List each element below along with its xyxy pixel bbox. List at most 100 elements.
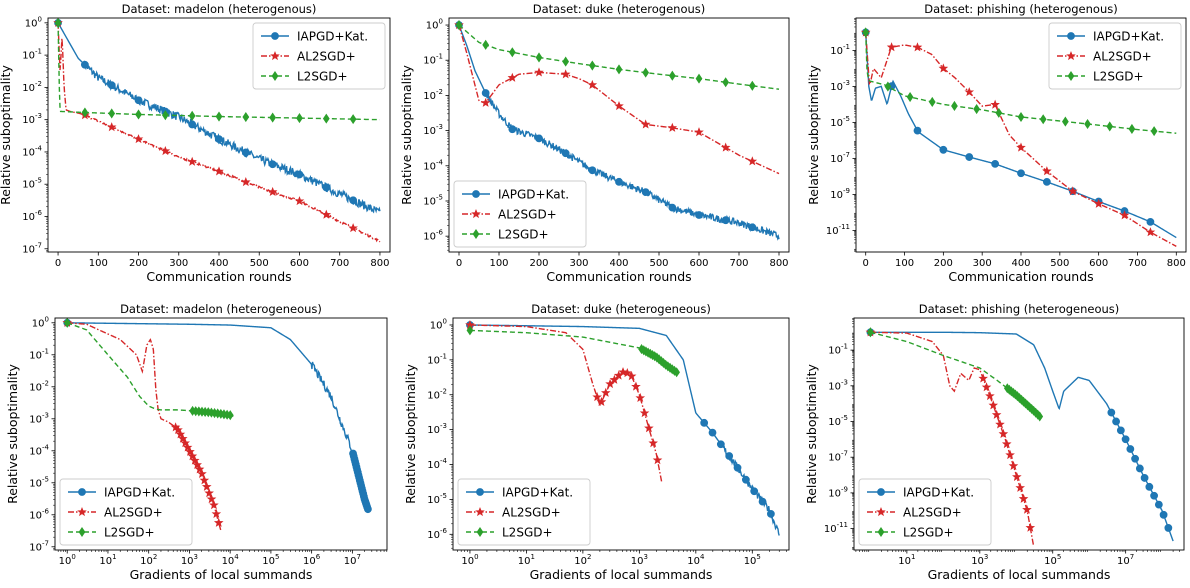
series-marker xyxy=(1005,449,1015,460)
chart-title: Dataset: madelon (heterogenous) xyxy=(122,2,317,16)
series-marker xyxy=(226,410,234,421)
y-tick-label: 10-3 xyxy=(22,112,42,126)
series-marker xyxy=(508,125,517,134)
plot-area xyxy=(865,327,1174,547)
legend: IAPGD+Kat. AL2SGD+ L2SGD+ xyxy=(858,478,992,546)
series-marker xyxy=(1119,210,1130,220)
series-marker xyxy=(668,70,676,81)
series-marker xyxy=(722,77,730,88)
x-tick-label: 600 xyxy=(1089,258,1108,269)
series-marker xyxy=(201,481,212,491)
series-marker xyxy=(199,475,210,485)
legend: IAPGD+Kat. AL2SGD+ L2SGD+ xyxy=(59,478,193,546)
y-tick-label: 10-1 xyxy=(830,43,850,57)
legend-label: L2SGD+ xyxy=(502,526,553,540)
series-marker xyxy=(241,148,250,157)
series-marker xyxy=(81,107,89,118)
series-marker xyxy=(269,112,277,123)
y-tick-label: 10-5 xyxy=(830,115,850,129)
y-tick-label: 10-6 xyxy=(22,209,42,223)
legend-marker xyxy=(472,228,480,240)
series-marker xyxy=(242,112,250,123)
x-tick-label: 800 xyxy=(769,258,788,269)
y-tick-label: 10-4 xyxy=(29,443,49,457)
x-tick-label: 105 xyxy=(744,553,761,567)
series-marker xyxy=(349,196,358,205)
series-marker xyxy=(725,452,734,460)
series-line-l2sgd- xyxy=(865,32,1177,134)
x-tick-label: 104 xyxy=(687,553,705,567)
series-marker xyxy=(928,96,936,107)
x-tick-label: 107 xyxy=(1117,553,1134,567)
series-marker xyxy=(642,67,650,78)
series-marker xyxy=(766,509,775,518)
series-marker xyxy=(1145,482,1154,491)
legend: IAPGD+Kat. AL2SGD+ L2SGD+ xyxy=(252,22,386,90)
series-marker xyxy=(268,160,277,169)
series-marker xyxy=(1001,439,1012,449)
series-marker xyxy=(998,428,1009,438)
series-marker xyxy=(587,79,598,89)
series-marker xyxy=(588,166,597,175)
series-marker xyxy=(1126,445,1135,453)
x-tick-label: 105 xyxy=(1044,553,1061,567)
series-marker xyxy=(1015,482,1025,492)
y-axis-label: Relative suboptimality xyxy=(804,364,819,504)
series-marker xyxy=(206,494,217,504)
series-marker xyxy=(54,18,62,28)
series-marker xyxy=(482,39,490,50)
legend-box xyxy=(858,478,992,546)
series-marker xyxy=(187,156,197,166)
series-marker xyxy=(1039,114,1047,125)
y-tick-label: 10-2 xyxy=(22,80,42,94)
legend: IAPGD+Kat. AL2SGD+ L2SGD+ xyxy=(453,180,587,248)
x-tick-label: 103 xyxy=(631,553,648,567)
series-marker xyxy=(913,126,922,135)
y-tick-label: 10-5 xyxy=(828,414,848,428)
x-tick-label: 105 xyxy=(262,553,279,567)
series-marker xyxy=(648,438,658,448)
series-marker xyxy=(1022,504,1032,514)
series-marker xyxy=(1150,491,1158,500)
x-tick-label: 100 xyxy=(489,258,508,269)
series-marker xyxy=(978,373,988,383)
series-marker xyxy=(241,176,251,187)
x-tick-label: 100 xyxy=(59,553,76,567)
series-marker xyxy=(1159,510,1168,519)
series-marker xyxy=(535,52,543,63)
chart-panel-4: Dataset: madelon (heterogeneous) 100 101 10… xyxy=(5,302,388,582)
x-tick-label: 107 xyxy=(344,553,361,567)
series-marker xyxy=(1131,454,1139,463)
series-marker xyxy=(938,63,949,73)
series-marker xyxy=(213,517,224,527)
series-line-l2sgd- xyxy=(66,322,234,417)
y-tick-label: 10-7 xyxy=(29,539,49,553)
legend-marker xyxy=(77,506,87,517)
series-marker xyxy=(466,325,474,336)
axes-frame xyxy=(54,317,388,551)
legend-box xyxy=(252,22,386,90)
series-marker xyxy=(185,446,195,456)
legend-marker xyxy=(471,208,481,219)
legend-box xyxy=(1048,22,1182,90)
series-line-iapgd-kat- xyxy=(67,322,370,510)
x-tick-label: 101 xyxy=(898,553,915,567)
y-tick-label: 10-7 xyxy=(830,151,850,165)
series-marker xyxy=(1084,118,1091,130)
series-marker xyxy=(1140,474,1149,482)
series-line-l2sgd- xyxy=(870,331,1043,419)
series-marker xyxy=(173,424,183,435)
series-marker xyxy=(906,91,914,103)
series-marker xyxy=(995,419,1005,429)
chart-title: Dataset: phishing (heterogeneous) xyxy=(919,302,1120,316)
series-marker xyxy=(1146,217,1155,226)
x-tick-label: 100 xyxy=(895,258,914,269)
series-marker xyxy=(294,196,305,206)
legend-label: L2SGD+ xyxy=(104,526,155,540)
y-tick-label: 10-7 xyxy=(22,241,42,255)
x-tick-label: 600 xyxy=(689,258,708,269)
y-tick-label: 10-1 xyxy=(22,48,42,62)
legend-label: L2SGD+ xyxy=(297,70,348,84)
series-marker xyxy=(615,177,623,186)
